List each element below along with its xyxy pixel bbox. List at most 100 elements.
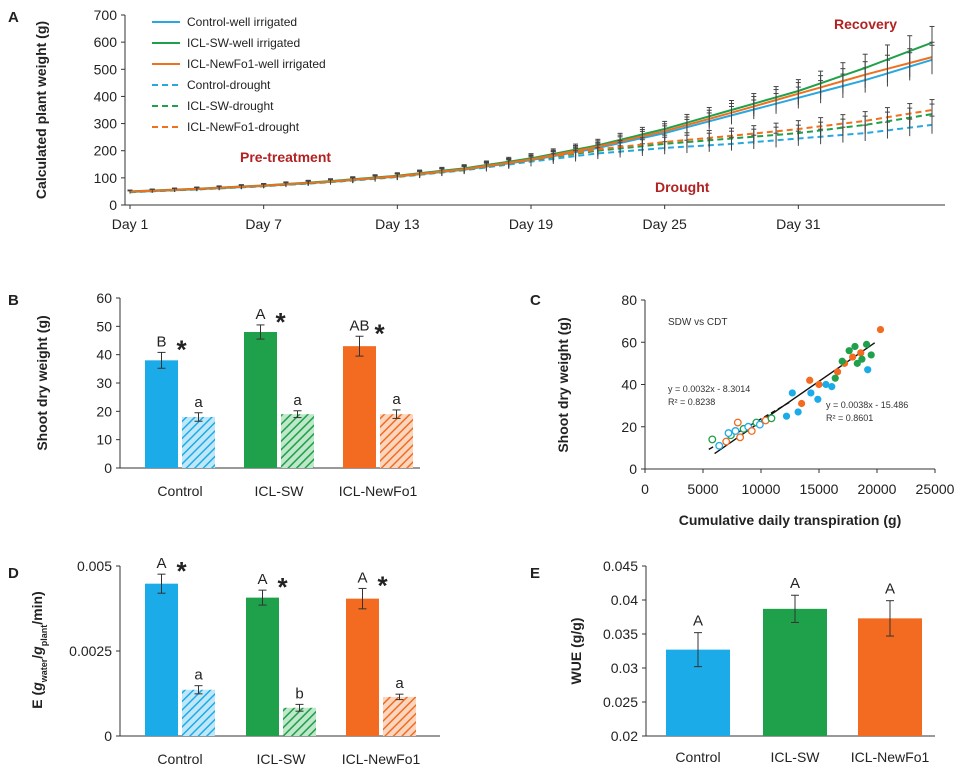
scatter-point [798,399,806,408]
significance-letter: b [295,685,303,702]
panel-b-y-label: Shoot dry weight (g) [34,315,50,450]
category-label: ICL-SW [255,483,305,499]
y-tick-label: 500 [94,61,118,77]
panel-a-chart: 0 100 200 300 400 500 600 700 Day 1 Day 7 Day 13 D… [33,7,945,232]
significance-letter: B [156,333,166,350]
y-tick-label: 0.005 [77,558,112,574]
bar-drought-2 [380,414,413,468]
fit-r2-2: R² = 0.8601 [826,413,873,423]
significance-letter: AB [349,317,369,334]
panel-label-b: B [8,292,19,309]
scatter-point [833,368,842,376]
scatter-point [867,351,875,359]
significance-letter: A [357,569,367,586]
x-tick-label: 0 [641,481,649,497]
category-label: Control [675,749,720,765]
x-tick-label: Day 25 [642,216,687,232]
legend-label-0: Control-well irrigated [187,15,297,29]
category-label: Control [157,751,202,767]
scatter-point [849,353,857,361]
bar-drought-0 [182,689,215,736]
y-tick-label: 40 [621,377,637,393]
y-tick-label: 0.045 [603,558,638,574]
significance-letter: A [156,555,166,572]
significance-star: * [275,307,286,337]
y-tick-label: 400 [94,88,118,104]
scatter-point [822,380,830,389]
x-tick-label: Day 13 [375,216,420,232]
annotation-drought: Drought [655,179,710,195]
significance-letter: A [790,575,800,592]
bar-2 [858,618,922,736]
category-label: ICL-NewFo1 [339,483,418,499]
significance-star: * [277,572,288,602]
bar-drought-1 [281,414,314,468]
y-tick-label: 0.03 [611,660,638,676]
panel-c-x-label: Cumulative daily transpiration (g) [679,512,901,528]
scatter-point [815,380,823,389]
category-label: ICL-SW [257,751,307,767]
significance-letter: a [395,675,404,692]
significance-star: * [374,318,385,348]
legend-label-1: ICL-SW-well irrigated [187,36,300,50]
x-tick-label: 25000 [916,481,955,497]
scatter-point-open [747,427,756,435]
y-tick-label: 60 [96,290,112,306]
bar-1 [763,608,827,736]
scatter-point [794,408,802,416]
x-tick-label: Day 7 [245,216,282,232]
x-tick-label: Day 31 [776,216,821,232]
bar-drought-1 [283,707,316,736]
x-tick-label: 15000 [800,481,839,497]
scatter-point [782,412,791,420]
y-tick-label: 20 [96,403,112,419]
panel-e-y-label: WUE (g/g) [568,618,584,685]
category-label: ICL-SW [771,749,821,765]
annotation-pre-treatment: Pre-treatment [240,149,331,165]
scatter-point [806,376,814,384]
bar-irrigated-0 [145,360,178,468]
y-tick-label: 0 [104,460,112,476]
significance-letter: a [194,667,203,684]
panel-e-chart: 0.02 0.025 0.03 0.035 0.04 0.045 A Control A ICL… [568,558,935,765]
y-tick-label: 0 [109,197,117,213]
panel-c-title: SDW vs CDT [668,317,727,328]
scatter-point-open [733,418,742,427]
category-label: Control [157,483,202,499]
panel-a-y-label: Calculated plant weight (g) [33,21,49,199]
legend-label-2: ICL-NewFo1-well irrigated [187,57,326,71]
y-tick-label: 60 [621,334,637,350]
scatter-point [858,355,866,363]
bar-irrigated-0 [145,583,178,736]
significance-star: * [377,570,388,600]
scatter-point [838,357,846,365]
significance-letter: a [194,394,203,411]
scatter-point [851,342,859,351]
significance-letter: a [293,392,302,409]
legend-label-4: ICL-SW-drought [187,99,274,113]
scatter-point [807,389,815,397]
panel-label-d: D [8,565,19,582]
y-tick-label: 200 [94,143,118,159]
y-tick-label: 0 [629,461,637,477]
significance-letter: a [392,391,401,408]
y-tick-label: 700 [94,7,118,23]
scatter-point [864,366,872,374]
scatter-point-open [708,435,717,444]
bar-irrigated-1 [244,332,277,468]
y-tick-label: 40 [96,347,112,363]
significance-letter: A [885,581,895,598]
bar-irrigated-1 [246,597,279,736]
category-label: ICL-NewFo1 [851,749,930,765]
y-tick-label: 0.04 [611,592,638,608]
panel-c-chart: 0 20 40 60 80 0 5000 10000 15000 20000 25000 SDW … [555,292,955,528]
significance-letter: A [693,613,703,630]
bar-irrigated-2 [346,598,379,736]
y-tick-label: 0.035 [603,626,638,642]
scatter-point-open [715,441,724,450]
panel-label-a: A [8,9,19,26]
y-tick-label: 600 [94,34,118,50]
fit-r2-1: R² = 0.8238 [668,397,715,407]
panel-b-chart: 0 10 20 30 40 50 60 B * a Control A * a ICL-SW AB * a ICL… [34,290,420,499]
